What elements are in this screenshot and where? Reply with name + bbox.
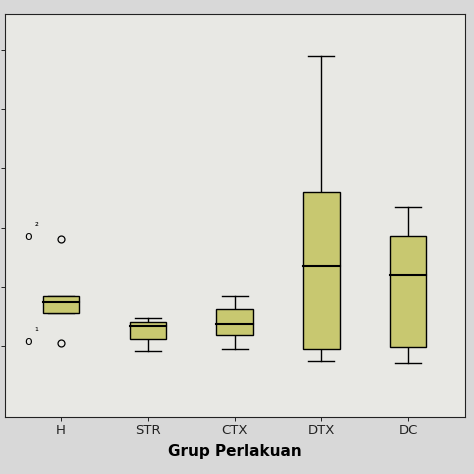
Bar	[130, 322, 166, 339]
Bar	[303, 192, 339, 349]
X-axis label: Grup Perlakuan: Grup Perlakuan	[168, 444, 301, 459]
Bar	[217, 310, 253, 336]
Text: ²: ²	[34, 222, 38, 232]
Bar	[390, 237, 426, 347]
Text: o: o	[24, 335, 32, 348]
Text: o: o	[24, 230, 32, 243]
Text: ¹: ¹	[34, 327, 38, 337]
Bar	[43, 296, 79, 313]
